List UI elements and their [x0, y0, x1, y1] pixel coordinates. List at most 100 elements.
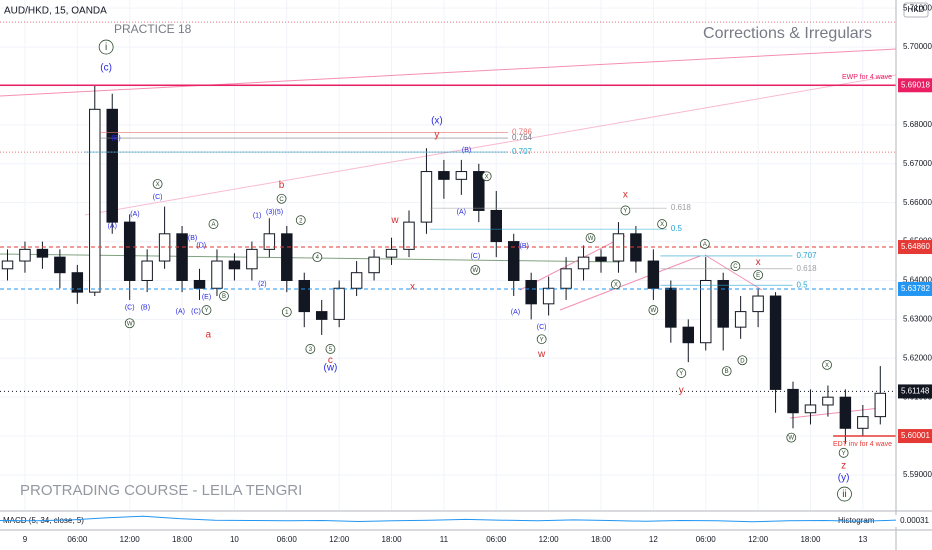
macd-line [0, 515, 897, 523]
wave-label: (D) [196, 242, 206, 249]
x-tick-label: 12 [649, 535, 658, 544]
wave-label: (y) [838, 473, 850, 484]
trend-line [0, 48, 897, 97]
candle-body [682, 326, 695, 344]
wave-label: c [328, 355, 333, 366]
wave-label: x [410, 282, 415, 293]
wave-label: (1) [253, 213, 262, 220]
candle-body [507, 241, 520, 281]
candle-body [822, 396, 834, 406]
wave-label: a [205, 330, 211, 341]
candle-body [89, 108, 101, 293]
y-tick-label: 5.70000 [903, 42, 932, 51]
fib-label: 0.786 [512, 127, 533, 136]
x-tick-label: 06:00 [67, 535, 88, 544]
price-tag [898, 384, 932, 399]
fib-label: 0.5 [797, 280, 809, 289]
candle-body [19, 248, 31, 262]
wave-label: Y [679, 371, 683, 377]
wave-label: C [279, 197, 284, 203]
wave-circle [721, 366, 732, 377]
wave-label: B [725, 369, 729, 375]
wave-label: W [651, 308, 657, 314]
y-tick-label: 5.62000 [903, 353, 932, 362]
wave-label: (2) [258, 281, 267, 288]
wave-label: (w) [323, 363, 337, 374]
candle-body [385, 248, 398, 258]
candle-body [734, 311, 747, 328]
x-tick-label: 18:00 [591, 535, 612, 544]
candle-body [455, 171, 468, 180]
x-tick-label: 9 [23, 535, 28, 544]
wave-circle [786, 432, 797, 443]
candle-body [211, 260, 223, 289]
wave-label: A [703, 242, 707, 248]
wave-circle [124, 318, 135, 329]
candle-body [473, 171, 485, 211]
x-tick-label: 10 [230, 535, 239, 544]
wave-label: W [472, 268, 478, 274]
candle-body [525, 279, 537, 305]
wave-circle [648, 305, 659, 315]
wave-circle [295, 215, 306, 226]
wave-label: X [614, 282, 618, 288]
candle-body [787, 388, 799, 414]
price-tag-label: 5.60001 [901, 431, 930, 440]
candle-body [193, 279, 206, 289]
y-tick-label: 5.59000 [903, 470, 932, 479]
wave-circle [737, 355, 748, 366]
wave-label: x [623, 190, 628, 201]
wave-circle [620, 205, 631, 216]
x-tick-label: 12:00 [329, 535, 350, 544]
wave-label: (C) [125, 305, 135, 312]
wave-circle [305, 344, 316, 354]
wave-circle [585, 233, 596, 243]
wave-label: 3 [309, 347, 313, 353]
price-tag-label: 5.61148 [901, 387, 930, 396]
trend-line [84, 74, 897, 216]
x-tick-label: 06:00 [486, 535, 507, 544]
candle-body [71, 272, 84, 293]
wave-circle [610, 279, 621, 290]
candle-body [36, 248, 49, 258]
wave-label: W [127, 321, 133, 327]
wave-label: w [390, 215, 399, 226]
wave-label: (x) [431, 116, 443, 127]
price-tag [898, 240, 932, 255]
wave-label: y [434, 130, 439, 141]
wave-label: (A) [511, 309, 520, 316]
candle-body [647, 260, 660, 289]
wave-circle [325, 344, 336, 354]
candle-body [752, 295, 764, 313]
wave-label: 4 [316, 255, 320, 261]
fib-label: 0.707 [797, 251, 818, 260]
wave-label: Y [842, 451, 846, 457]
candle-body [717, 279, 729, 328]
wave-circle [276, 193, 287, 204]
trend-line [789, 407, 881, 419]
wave-circle [699, 239, 710, 249]
wave-circle [281, 307, 292, 317]
wave-circle [822, 359, 832, 370]
wave-label: b [279, 180, 285, 191]
wave-label: 1 [285, 310, 289, 316]
candle-body [839, 396, 852, 429]
x-tick-label: 12:00 [120, 535, 141, 544]
level-note: EWP for 4 wave [842, 74, 892, 81]
wave-label: (A) [108, 223, 117, 230]
trend-line [519, 235, 626, 291]
wave-circle [657, 219, 667, 229]
candle-body [403, 221, 415, 250]
wave-label: (B) [141, 305, 150, 312]
wave-label: D [740, 358, 745, 364]
wave-label: W [588, 236, 594, 242]
fib-label: 0.707 [512, 147, 533, 156]
wave-circle [208, 219, 219, 229]
macd-value: 0.00031 [900, 516, 929, 525]
y-tick-label: 5.68000 [903, 120, 932, 129]
x-tick-label: 06:00 [696, 535, 717, 544]
candle-body [350, 272, 363, 289]
wave-label: (A) [457, 209, 466, 216]
